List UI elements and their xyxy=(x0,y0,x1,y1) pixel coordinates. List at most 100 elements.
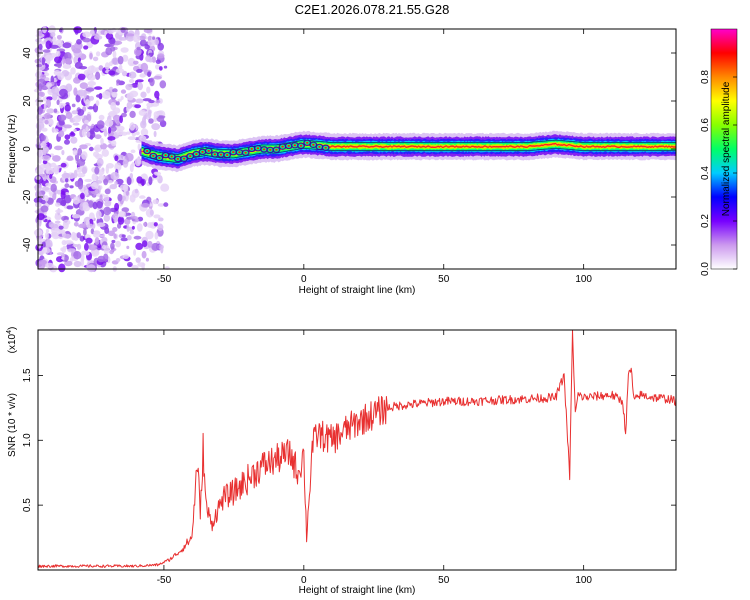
noise-blob xyxy=(94,86,103,90)
noise-blob xyxy=(95,100,100,107)
noise-blob xyxy=(120,27,126,33)
ridge-edge xyxy=(141,147,676,164)
noise-blob xyxy=(131,216,138,219)
noise-blob xyxy=(141,39,147,45)
colorbar-tick-label: 0.6 xyxy=(700,118,711,132)
noise-blob xyxy=(77,108,85,116)
noise-blob xyxy=(37,106,43,115)
noise-blob xyxy=(40,142,47,147)
noise-blob xyxy=(89,52,93,60)
noise-blob xyxy=(153,222,158,227)
ridge-blob-core xyxy=(256,147,260,150)
noise-blob xyxy=(111,140,117,147)
noise-blob xyxy=(35,168,45,175)
noise-blob xyxy=(97,255,106,263)
noise-blob xyxy=(41,31,50,39)
noise-blob xyxy=(42,160,48,165)
noise-blob xyxy=(107,112,117,116)
noise-blob xyxy=(114,155,119,162)
noise-blob xyxy=(141,179,145,187)
noise-blob xyxy=(109,46,116,52)
noise-blob xyxy=(94,166,100,175)
noise-blob xyxy=(76,89,86,97)
noise-blob xyxy=(98,175,105,181)
noise-blob xyxy=(38,83,43,92)
noise-blob xyxy=(133,60,139,65)
noise-blob xyxy=(56,35,62,40)
noise-blob xyxy=(122,159,129,168)
noise-blob xyxy=(72,196,80,205)
noise-blob xyxy=(135,131,140,136)
noise-blob xyxy=(43,195,49,202)
noise-blob xyxy=(95,71,101,81)
noise-blob xyxy=(104,226,110,234)
noise-blob xyxy=(63,124,72,129)
noise-blob xyxy=(112,88,118,93)
noise-blob xyxy=(142,240,148,248)
noise-blob xyxy=(81,250,88,255)
noise-blob xyxy=(148,118,154,124)
noise-blob xyxy=(71,103,76,108)
noise-blob xyxy=(73,87,78,96)
noise-blob xyxy=(156,115,165,123)
noise-blob xyxy=(129,173,133,179)
ridge-edge xyxy=(141,139,676,155)
ridge-blob-core xyxy=(158,157,161,160)
noise-blob xyxy=(54,215,62,220)
noise-blob xyxy=(160,245,164,254)
noise-blob xyxy=(115,258,121,262)
noise-blob xyxy=(103,214,111,222)
noise-blob xyxy=(114,162,122,172)
y-tick-label: 1.0 xyxy=(22,433,33,447)
noise-blob xyxy=(54,220,61,224)
noise-blob xyxy=(126,101,133,109)
noise-blob xyxy=(137,143,141,151)
noise-blob xyxy=(64,240,74,245)
ridge-blob-core xyxy=(152,154,155,157)
noise-blob xyxy=(113,217,118,223)
noise-blob xyxy=(129,194,136,203)
noise-blob xyxy=(64,52,72,61)
noise-blob xyxy=(129,229,135,235)
noise-blob xyxy=(90,228,95,235)
noise-blob xyxy=(56,252,64,256)
noise-blob xyxy=(73,260,82,268)
noise-blob xyxy=(62,64,72,69)
x-tick-label: -50 xyxy=(157,274,172,285)
noise-blob xyxy=(66,205,74,210)
noise-blob xyxy=(91,65,95,73)
noise-blob xyxy=(88,74,96,81)
noise-blob xyxy=(138,109,147,116)
noise-blob xyxy=(107,136,116,141)
noise-blob xyxy=(70,131,74,136)
noise-blob xyxy=(38,30,43,37)
ridge-blob-core xyxy=(275,148,278,151)
noise-blob xyxy=(53,70,61,76)
noise-blob xyxy=(85,237,93,244)
spectrogram-x-ticks: -50 0 50 100 xyxy=(157,29,592,285)
noise-blob xyxy=(64,58,72,65)
noise-blob xyxy=(60,162,67,168)
noise-blob xyxy=(110,242,115,250)
noise-blob xyxy=(54,56,62,64)
noise-blob xyxy=(69,185,74,189)
noise-blob xyxy=(110,171,120,181)
noise-blob xyxy=(113,40,123,45)
noise-blob xyxy=(44,54,54,62)
noise-blob xyxy=(115,119,121,126)
noise-blob xyxy=(88,146,94,152)
noise-blob xyxy=(104,119,114,127)
x-tick-label: 50 xyxy=(438,575,450,586)
noise-blob xyxy=(136,68,143,73)
noise-blob xyxy=(84,242,89,251)
noise-blob xyxy=(119,115,123,124)
noise-blob xyxy=(89,30,95,35)
noise-blob xyxy=(45,40,52,50)
noise-blob xyxy=(76,158,86,167)
noise-blob xyxy=(38,91,43,97)
noise-blob xyxy=(92,201,98,210)
noise-blob xyxy=(117,55,124,65)
noise-blob xyxy=(131,225,135,230)
noise-blob xyxy=(125,83,133,91)
snr-x-label: Height of straight line (km) xyxy=(299,585,416,596)
